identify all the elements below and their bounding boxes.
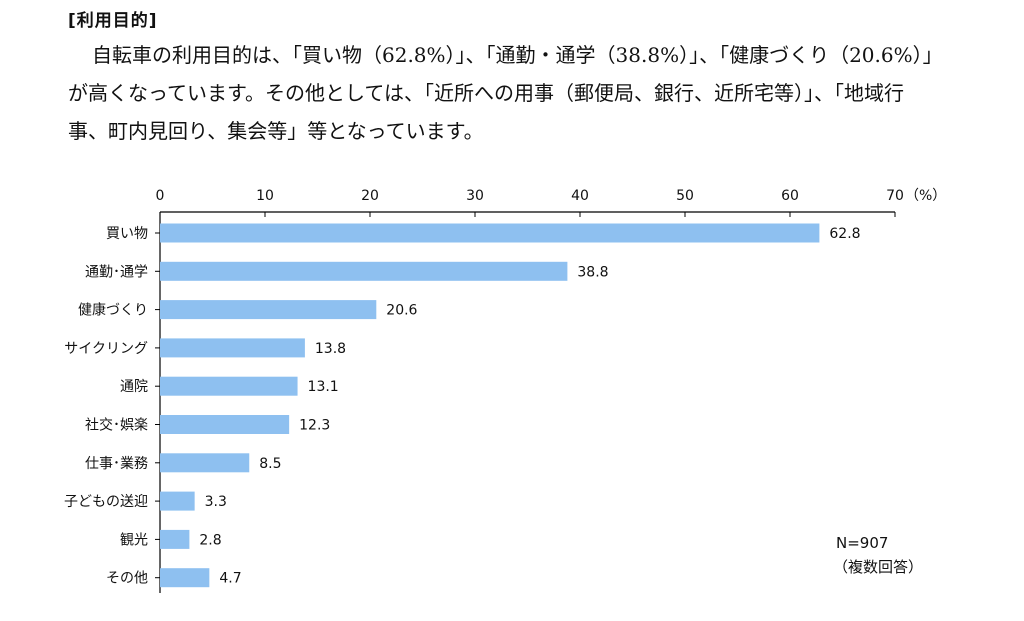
category-label: 健康づくり bbox=[78, 302, 148, 319]
value-label: 4.7 bbox=[219, 571, 241, 587]
x-tick-label: 10 bbox=[256, 188, 274, 204]
category-label: 買い物 bbox=[106, 226, 148, 242]
x-tick-label: 70 bbox=[886, 188, 904, 204]
category-label: その他 bbox=[106, 571, 148, 587]
x-tick-label: 30 bbox=[466, 188, 484, 204]
x-tick-label: 0 bbox=[156, 188, 165, 204]
value-label: 8.5 bbox=[259, 456, 281, 472]
value-label: 3.3 bbox=[205, 494, 227, 510]
value-label: 13.1 bbox=[308, 379, 339, 395]
bar bbox=[160, 491, 195, 511]
bar bbox=[160, 453, 250, 473]
bar bbox=[160, 529, 190, 549]
x-tick-label: 60 bbox=[781, 188, 799, 204]
description-paragraph: 自転車の利用目的は、「買い物（62.8%）」、「通勤・通学（38.8%）」、「健… bbox=[68, 36, 978, 150]
bar bbox=[160, 376, 298, 396]
x-unit-label: （%） bbox=[905, 188, 946, 204]
bar bbox=[160, 338, 305, 358]
value-label: 13.8 bbox=[315, 341, 346, 357]
section-heading: [利用目的] bbox=[68, 11, 158, 31]
bar bbox=[160, 415, 290, 434]
category-label: 子どもの送迎 bbox=[64, 494, 148, 510]
paragraph-line-3: 事、町内見回り、集会等」等となっています。 bbox=[68, 119, 484, 143]
category-label: サイクリング bbox=[64, 341, 148, 357]
x-tick-label: 50 bbox=[676, 188, 694, 204]
value-label: 38.8 bbox=[577, 264, 608, 280]
value-label: 12.3 bbox=[299, 418, 330, 434]
value-label: 20.6 bbox=[386, 303, 417, 319]
bar bbox=[160, 568, 210, 588]
category-label: 通院 bbox=[120, 379, 148, 395]
paragraph-line-1: 自転車の利用目的は、「買い物（62.8%）」、「通勤・通学（38.8%）」、「健… bbox=[92, 43, 943, 67]
bar bbox=[160, 261, 568, 281]
multiple-answer-note: （複数回答） bbox=[833, 558, 924, 576]
value-label: 2.8 bbox=[199, 532, 221, 548]
value-label: 62.8 bbox=[829, 226, 860, 242]
paragraph-line-2: が高くなっています。その他としては、「近所への用事（郵便局、銀行、近所宅等）」、… bbox=[68, 81, 904, 105]
category-label: 観光 bbox=[120, 531, 148, 548]
category-label: 仕事･業務 bbox=[85, 456, 148, 472]
bar bbox=[160, 223, 820, 243]
x-tick-label: 20 bbox=[361, 188, 379, 204]
bar bbox=[160, 300, 377, 320]
x-tick-label: 40 bbox=[571, 188, 589, 204]
category-label: 社交･娯楽 bbox=[85, 417, 148, 434]
sample-size-note: N=907 bbox=[836, 534, 889, 552]
category-label: 通勤･通学 bbox=[85, 264, 148, 280]
